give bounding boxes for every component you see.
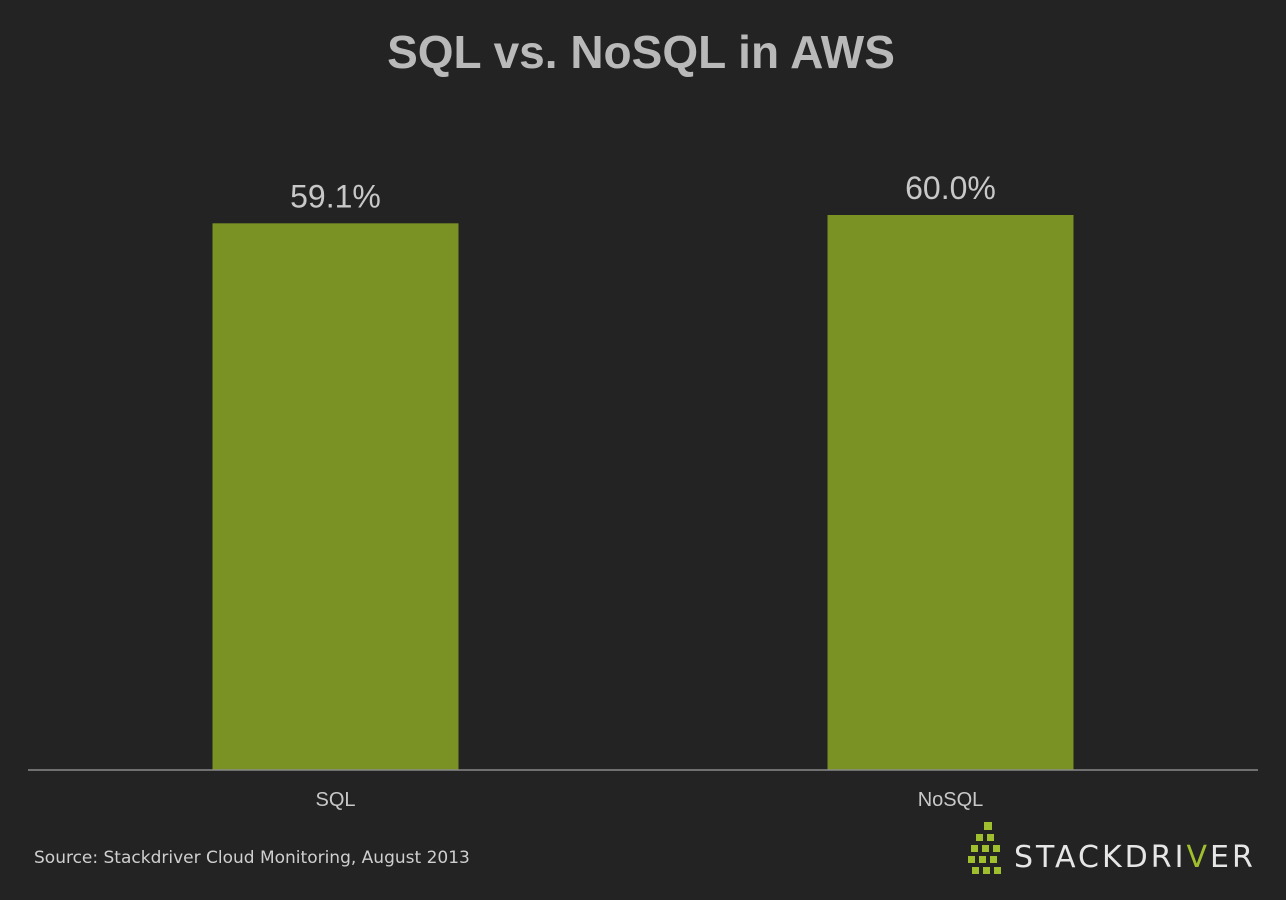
wordmark-part1: STACKDRI	[1014, 840, 1186, 875]
source-note: Source: Stackdriver Cloud Monitoring, Au…	[34, 848, 470, 868]
bar-sql	[212, 223, 459, 770]
labels-group: 59.1% SQL 60.0% NoSQL	[290, 170, 996, 811]
wordmark-accent: V	[1186, 840, 1210, 875]
bars-group	[212, 215, 1074, 770]
category-label-sql: SQL	[315, 789, 355, 811]
value-label-sql: 59.1%	[290, 178, 381, 214]
value-label-nosql: 60.0%	[905, 170, 996, 206]
bar-nosql	[827, 215, 1074, 770]
chart-title: SQL vs. NoSQL in AWS	[387, 26, 895, 78]
category-label-nosql: NoSQL	[918, 789, 984, 811]
wordmark-part2: ER	[1210, 840, 1256, 875]
stackdriver-logo: STACKDRIVER	[968, 822, 1256, 875]
stacked-cubes-icon	[968, 822, 1001, 874]
stackdriver-wordmark: STACKDRIVER	[1014, 840, 1256, 875]
